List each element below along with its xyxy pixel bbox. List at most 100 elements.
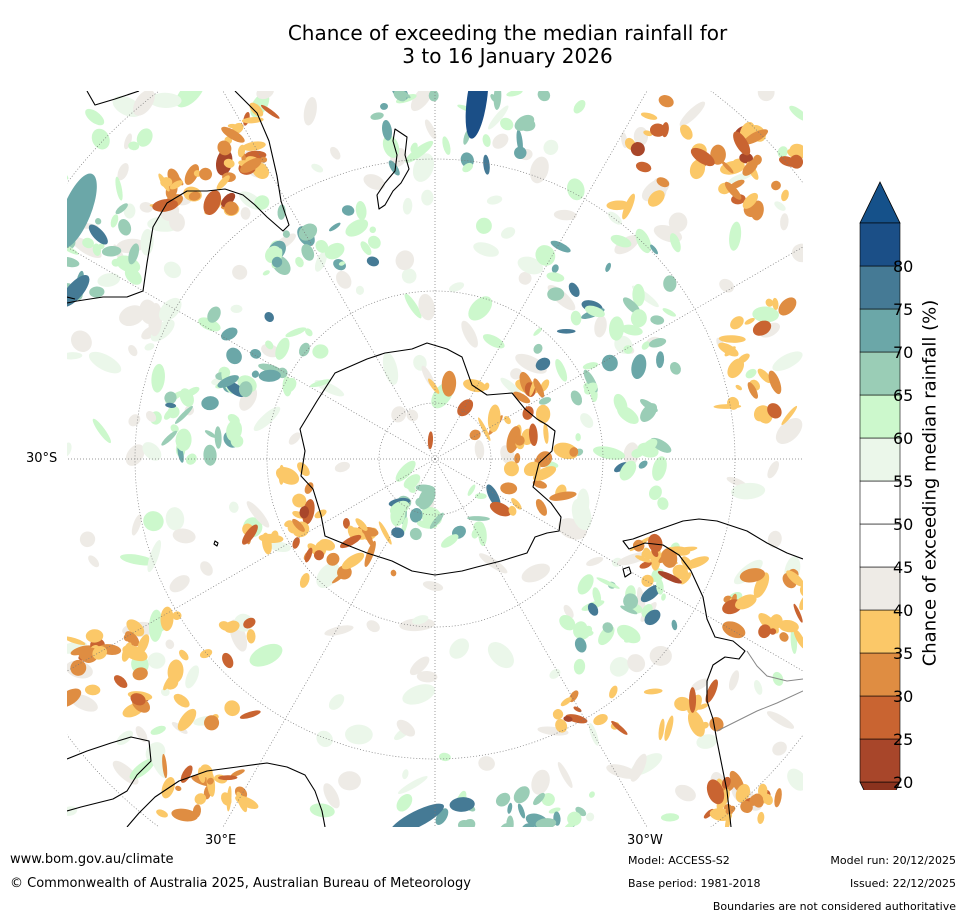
wet-patch xyxy=(409,527,422,541)
wet-patch xyxy=(441,534,459,548)
dry-patch xyxy=(727,396,740,410)
dry-patch xyxy=(221,192,236,208)
wet-patch xyxy=(632,283,645,307)
field-patch xyxy=(67,352,83,360)
dry-patch xyxy=(188,191,201,201)
colorbar-tick-label: 45 xyxy=(893,558,914,577)
field-patch xyxy=(500,377,522,396)
field-patch xyxy=(246,501,270,528)
dry-patch xyxy=(204,715,220,731)
wet-patch xyxy=(574,637,587,653)
wet-patch xyxy=(251,370,259,378)
dry-patch xyxy=(649,123,666,137)
dry-patch xyxy=(740,800,753,814)
dry-patch xyxy=(533,466,557,481)
field-patch xyxy=(116,730,134,746)
field-patch xyxy=(402,684,436,705)
dry-patch xyxy=(172,611,182,621)
field-patch xyxy=(675,784,696,802)
field-patch xyxy=(531,769,550,795)
field-patch xyxy=(145,411,157,422)
dry-patch xyxy=(378,521,392,545)
wet-patch xyxy=(500,117,514,131)
dry-patch xyxy=(635,161,652,173)
dry-patch xyxy=(203,190,222,216)
dry-patch xyxy=(573,706,582,713)
new-zealand-coast xyxy=(376,128,410,210)
field-patch xyxy=(163,261,182,279)
wet-patch xyxy=(517,803,526,819)
dry-patch xyxy=(724,181,742,200)
dry-patch xyxy=(706,779,725,805)
wet-patch xyxy=(535,818,557,827)
wet-patch xyxy=(498,823,509,827)
dry-patch xyxy=(217,140,232,156)
dry-patch xyxy=(778,297,797,316)
field-patch xyxy=(609,657,630,677)
field-patch xyxy=(185,665,200,689)
dry-patch xyxy=(223,158,235,168)
field-patch xyxy=(139,299,159,325)
field-patch xyxy=(160,687,170,697)
dry-patch xyxy=(750,200,764,221)
wet-patch xyxy=(368,235,381,249)
antarctica-coast xyxy=(299,342,562,576)
dry-patch xyxy=(661,548,678,568)
wet-patch xyxy=(608,316,625,341)
lat-label-30s: 30°S xyxy=(26,451,58,466)
wet-patch xyxy=(406,478,418,490)
field-patch xyxy=(473,242,499,257)
field-patch xyxy=(543,139,559,155)
dry-patch xyxy=(513,391,531,404)
wet-patch xyxy=(561,819,576,827)
wet-patch xyxy=(513,786,530,804)
wet-patch xyxy=(601,354,618,372)
wet-patch xyxy=(577,574,594,595)
colorbar-tick-label: 55 xyxy=(893,472,914,491)
field-patch xyxy=(774,201,786,211)
rainfall-map[interactable] xyxy=(67,91,803,827)
wet-patch xyxy=(305,328,313,337)
field-patch xyxy=(416,670,438,683)
footer-issued: Issued: 22/12/2025 xyxy=(849,877,956,890)
field-patch xyxy=(147,539,162,573)
field-patch xyxy=(754,680,763,695)
dry-patch xyxy=(728,179,745,190)
field-patch xyxy=(311,163,324,173)
field-patch xyxy=(334,461,350,473)
wet-patch xyxy=(663,275,677,292)
wet-patch xyxy=(238,381,253,398)
dry-patch xyxy=(171,808,198,822)
wet-patch xyxy=(588,791,595,798)
dry-patch xyxy=(735,384,743,391)
dry-patch xyxy=(781,405,798,425)
dry-patch xyxy=(489,501,512,517)
wet-patch xyxy=(650,315,665,325)
field-patch xyxy=(557,762,573,788)
field-patch xyxy=(158,297,182,322)
field-patch xyxy=(147,652,166,669)
wet-patch xyxy=(671,619,678,631)
dry-patch xyxy=(503,461,519,477)
field-patch xyxy=(232,264,248,280)
dry-patch xyxy=(292,518,305,532)
colorbar-swatch xyxy=(859,566,901,611)
field-patch xyxy=(592,446,625,460)
dry-patch xyxy=(752,793,764,808)
wet-patch xyxy=(298,342,310,357)
field-patch xyxy=(728,670,740,691)
footer-website[interactable]: www.bom.gov.au/climate xyxy=(10,852,174,867)
wet-patch xyxy=(669,233,681,253)
dry-patch xyxy=(158,173,170,192)
wet-patch xyxy=(467,516,490,521)
dry-patch xyxy=(622,193,635,220)
field-patch xyxy=(402,197,413,215)
dry-patch xyxy=(70,659,87,676)
wet-patch xyxy=(642,438,658,452)
field-patch xyxy=(120,554,156,566)
dry-patch xyxy=(123,633,131,642)
field-patch xyxy=(135,726,148,743)
field-patch xyxy=(424,119,437,140)
field-patch xyxy=(729,221,742,251)
field-patch xyxy=(229,501,239,513)
